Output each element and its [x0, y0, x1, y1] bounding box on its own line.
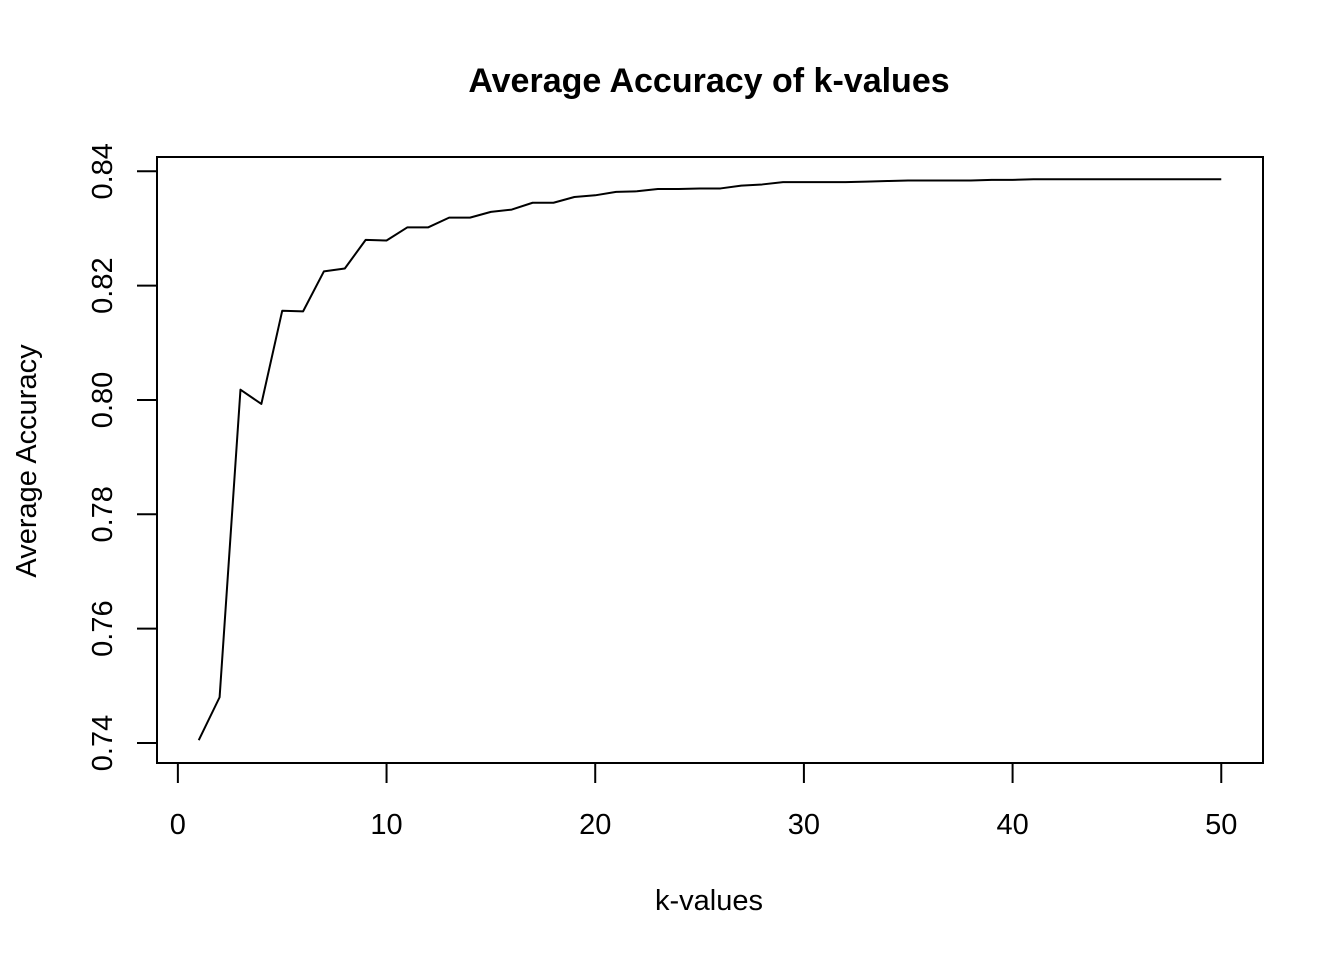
y-axis: 0.74 0.76 0.78 0.80 0.82 0.84	[87, 143, 158, 771]
x-tick-label: 20	[579, 809, 611, 841]
x-tick-label: 30	[788, 809, 820, 841]
x-tick-label: 10	[370, 809, 402, 841]
x-axis-label: k-values	[655, 885, 763, 917]
chart-title: Average Accuracy of k-values	[468, 62, 949, 100]
y-tick-label: 0.76	[87, 600, 119, 656]
accuracy-line	[197, 178, 1222, 741]
y-tick-label: 0.80	[87, 372, 119, 428]
x-tick-label: 50	[1205, 809, 1237, 841]
y-tick-label: 0.74	[87, 715, 119, 771]
x-tick-label: 0	[170, 809, 186, 841]
x-tick-label: 40	[996, 809, 1028, 841]
y-tick-label: 0.78	[87, 486, 119, 542]
y-tick-label: 0.82	[87, 257, 119, 313]
y-tick-label: 0.84	[87, 143, 119, 199]
y-axis-label: Average Accuracy	[11, 344, 43, 578]
x-axis: 0 10 20 30 40 50	[170, 762, 1237, 841]
